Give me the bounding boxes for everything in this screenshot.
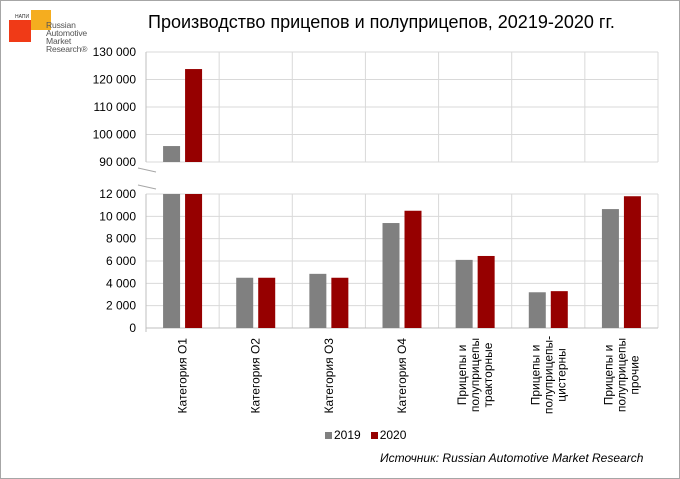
bar-2020	[185, 194, 203, 328]
y-tick-label: 6 000	[106, 254, 136, 268]
x-category-label: цистерны	[554, 348, 568, 402]
axis-break-mark	[137, 184, 157, 190]
bar-2019	[382, 223, 400, 328]
x-category-label: тракторные	[481, 342, 495, 407]
legend-swatch-2019	[325, 431, 332, 439]
y-tick-label: 10 000	[99, 209, 136, 223]
source-note: Источник: Russian Automotive Market Rese…	[380, 451, 644, 465]
bar-2019	[163, 194, 181, 328]
bar-2019	[236, 277, 254, 328]
bar-2020	[623, 196, 641, 328]
bar-2019	[455, 259, 473, 328]
logo-badge: НАПИ	[15, 14, 30, 20]
y-tick-label: 12 000	[99, 187, 136, 201]
y-tick-label: 130 000	[93, 45, 137, 59]
logo-text: Russian Automotive Market Research®	[46, 20, 88, 54]
x-category-label: полуприцепы	[468, 338, 482, 412]
bar-2019	[528, 292, 546, 328]
y-tick-label: 110 000	[94, 100, 137, 114]
y-tick-label: 2 000	[106, 299, 136, 313]
bar-2019	[309, 273, 327, 328]
axis-break-mark	[137, 167, 157, 173]
legend-item-2020: 2020	[370, 428, 406, 442]
bar-2020	[331, 277, 349, 328]
x-category-label: Прицепы и	[528, 345, 542, 406]
x-category-label: прочие	[627, 355, 641, 395]
legend-item-2019: 2019	[325, 428, 361, 442]
logo-red-square	[9, 20, 31, 42]
bar-2020	[477, 255, 495, 328]
x-category-label: полуприцепы-	[541, 336, 555, 414]
x-category-label: Категория О2	[249, 338, 263, 414]
y-tick-label: 90 000	[99, 155, 136, 169]
x-category-label: Категория О3	[322, 338, 336, 414]
chart-title: Производство прицепов и полуприцепов, 20…	[148, 12, 615, 32]
x-category-label: Категория О1	[176, 338, 190, 414]
logo-orange-square	[31, 10, 51, 30]
bar-2020	[550, 291, 568, 328]
ramr-logo: НАПИ Russian Automotive Market Research®	[9, 10, 99, 65]
legend-swatch-2020	[370, 431, 378, 439]
bar-2019	[601, 209, 619, 328]
y-tick-label: 4 000	[106, 276, 136, 290]
legend: 2019 2020	[325, 428, 406, 442]
y-tick-label: 120 000	[93, 73, 137, 87]
bar-2020	[258, 277, 276, 328]
bar-2020	[404, 210, 422, 328]
bar-2020-upper	[185, 69, 203, 162]
x-category-label: полуприцепы	[614, 338, 628, 412]
x-category-label: Категория О4	[395, 338, 409, 414]
bar-2019-upper	[163, 146, 181, 162]
x-category-label: Прицепы и	[455, 345, 469, 406]
y-tick-label: 100 000	[93, 128, 137, 142]
y-tick-label: 0	[129, 321, 136, 335]
y-tick-label: 8 000	[106, 232, 136, 246]
x-category-label: Прицепы и	[601, 345, 615, 406]
